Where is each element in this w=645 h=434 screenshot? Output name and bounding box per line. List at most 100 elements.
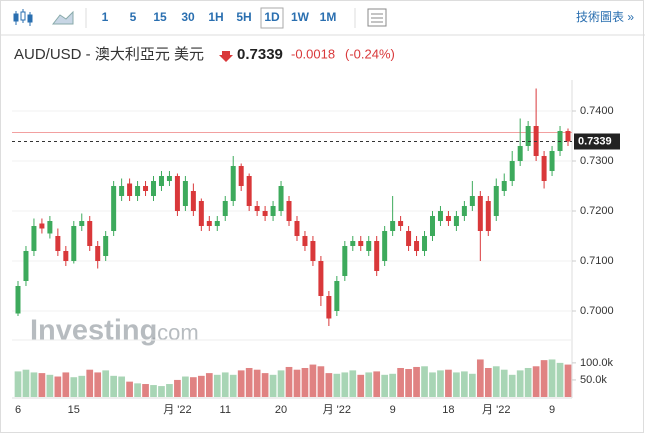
- volume-bar: [269, 374, 277, 397]
- volume-bar: [556, 362, 564, 397]
- volume-bar: [548, 359, 556, 397]
- volume-bar: [373, 371, 381, 397]
- candle-body: [31, 226, 37, 251]
- volume-bar: [357, 374, 365, 397]
- volume-bar: [285, 366, 293, 397]
- candle-body: [517, 146, 523, 161]
- volume-bar: [461, 371, 468, 397]
- candle-body: [469, 196, 475, 206]
- volume-bar: [301, 367, 309, 397]
- candle-body: [286, 201, 292, 221]
- volume-bar: [229, 374, 237, 397]
- candle-body: [23, 251, 29, 281]
- candle-body: [63, 251, 69, 261]
- candle-body: [549, 151, 555, 171]
- candle-body: [501, 181, 507, 191]
- candle-body: [182, 181, 188, 206]
- candle-body: [525, 126, 531, 146]
- volume-bar: [237, 370, 245, 397]
- candle-body: [326, 296, 332, 319]
- volume-bar: [500, 369, 508, 397]
- candle-body: [437, 211, 443, 221]
- y-tick-label: 0.7200: [580, 205, 614, 217]
- candle-body: [302, 236, 308, 246]
- interval[interactable]: 1W: [291, 10, 310, 24]
- candle-body: [39, 223, 45, 229]
- volume-bar: [445, 369, 452, 397]
- candle-body: [318, 261, 324, 296]
- x-tick-label: 15: [68, 404, 80, 416]
- candle-body: [135, 186, 141, 196]
- interval[interactable]: 5: [130, 10, 137, 24]
- interval[interactable]: 5H: [236, 10, 251, 24]
- interval[interactable]: 15: [153, 10, 167, 24]
- candle-body: [87, 221, 93, 246]
- candle-body: [47, 221, 53, 234]
- volume-bar: [253, 369, 261, 397]
- candle-body: [429, 216, 435, 236]
- candle-body: [166, 176, 172, 181]
- volume-bar: [389, 373, 396, 397]
- volume-bar: [508, 374, 516, 397]
- volume-bar: [197, 375, 205, 397]
- interval[interactable]: 1H: [208, 10, 223, 24]
- candle-body: [127, 183, 133, 196]
- candle-body: [119, 186, 125, 196]
- candle-body: [230, 166, 236, 201]
- candle-body: [111, 186, 117, 231]
- down-arrow: [219, 51, 233, 62]
- tech-chart-link[interactable]: 技術圖表 »: [576, 10, 634, 24]
- volume-bar: [325, 373, 333, 397]
- volume-bar: [70, 377, 78, 397]
- volume-bar: [293, 369, 301, 397]
- volume-tick-label: 100.0k: [580, 357, 614, 369]
- x-tick-label: 9: [390, 404, 396, 416]
- candle-body: [398, 221, 404, 226]
- last-price-label: 0.7339: [578, 135, 612, 147]
- volume-bar: [134, 383, 141, 397]
- candle-body: [55, 236, 61, 251]
- volume-bar: [365, 372, 373, 397]
- volume-bar: [190, 377, 197, 397]
- volume-bar: [142, 384, 149, 397]
- candle-body: [477, 196, 483, 231]
- candle-body: [254, 206, 260, 211]
- candle-body: [15, 286, 21, 314]
- volume-bar: [78, 375, 86, 397]
- interval[interactable]: 1D: [264, 10, 280, 24]
- volume-bar: [453, 372, 460, 397]
- candle-body: [390, 221, 396, 231]
- candle-body: [198, 201, 204, 226]
- x-tick-label: 11: [220, 404, 231, 416]
- candle-body: [310, 241, 316, 261]
- volume-bar: [333, 373, 341, 397]
- price: 0.7339: [237, 46, 283, 63]
- volume-bar: [437, 370, 444, 397]
- volume-bar: [540, 360, 548, 397]
- volume-bar: [38, 373, 46, 397]
- volume-bar: [150, 385, 157, 397]
- volume-bar: [397, 367, 404, 397]
- candle-icon: [13, 9, 33, 26]
- interval[interactable]: 1M: [320, 10, 337, 24]
- candle-body: [342, 246, 348, 276]
- volume-bar: [46, 374, 54, 397]
- candle-body: [278, 186, 284, 211]
- volume-bar: [277, 370, 285, 397]
- instrument-title: AUD/USD - 澳大利亞元 美元: [14, 46, 204, 63]
- interval[interactable]: 30: [181, 10, 195, 24]
- interval[interactable]: 1: [102, 10, 109, 24]
- candle-body: [453, 216, 459, 226]
- candle-body: [382, 231, 388, 261]
- x-tick-label: 月 '22: [163, 404, 191, 416]
- candle-body: [174, 176, 180, 211]
- y-tick-label: 0.7100: [580, 255, 614, 267]
- candle-body: [158, 176, 164, 186]
- candle-body: [190, 191, 196, 211]
- volume-bar: [421, 366, 428, 397]
- volume-bar: [309, 364, 317, 397]
- volume-bar: [349, 370, 357, 397]
- candle-body: [541, 156, 547, 181]
- volume-bar: [205, 373, 213, 397]
